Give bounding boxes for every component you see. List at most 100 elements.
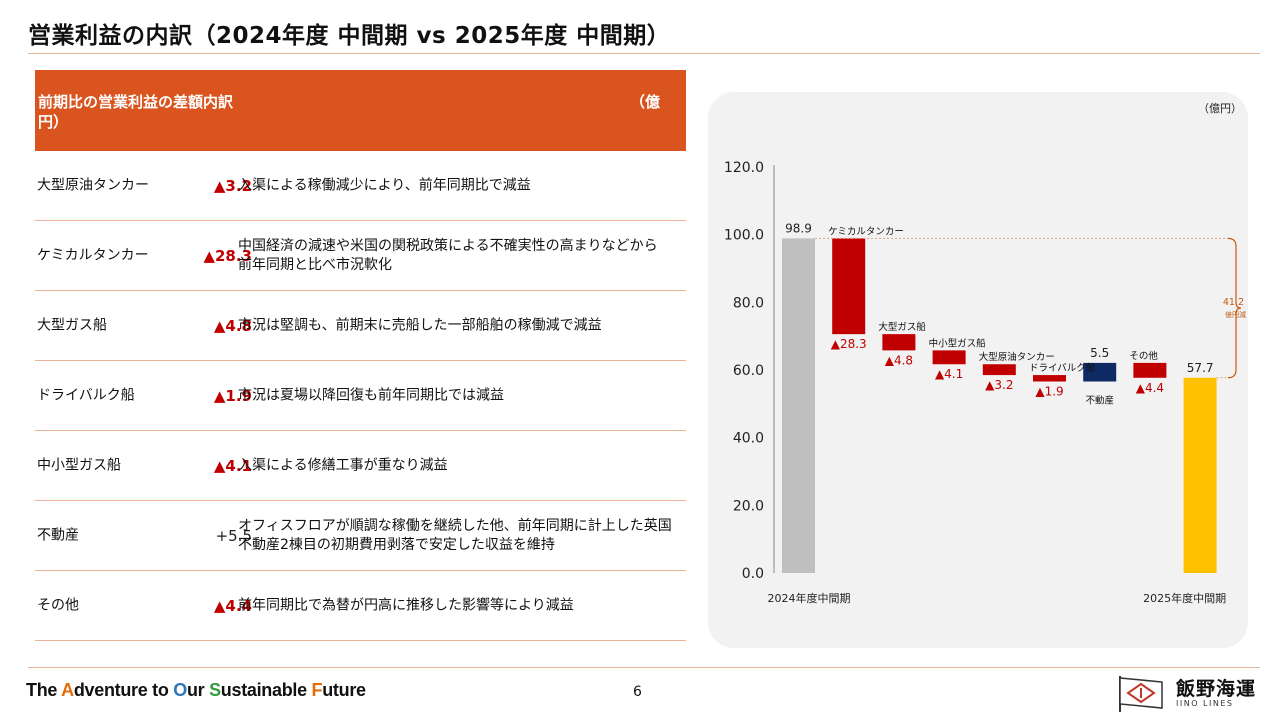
bar-value-label: ▲4.1 <box>935 367 963 381</box>
segment-description: 市況は堅調も、前期末に売船した一部船舶の稼働減で減益 <box>238 316 686 335</box>
table-row: 大型ガス船 ▲4.8 市況は堅調も、前期末に売船した一部船舶の稼働減で減益 <box>35 291 686 361</box>
tagline-part: ur <box>186 680 210 700</box>
footer-divider <box>28 667 1260 668</box>
segment-description: オフィスフロアが順調な稼働を継続した他、前年同期に計上した英国 不動産2棟目の初期… <box>238 517 686 555</box>
tagline-part: ustainable <box>220 680 312 700</box>
segment-change-value: ▲28.3 <box>203 246 252 265</box>
y-tick-label: 80.0 <box>733 295 764 311</box>
waterfall-bar <box>832 238 866 335</box>
tagline-part: A <box>61 680 74 700</box>
waterfall-bar <box>982 364 1016 376</box>
tagline-part: uture <box>322 680 366 700</box>
segment-change-value: ▲1.9 <box>213 386 252 405</box>
table-row: 不動産 +5.5 オフィスフロアが順調な稼働を継続した他、前年同期に計上した英国 不動… <box>35 501 686 571</box>
y-tick-label: 120.0 <box>724 160 764 176</box>
category-label: その他 <box>1129 350 1158 362</box>
description-line: 市況は夏場以降回復も前年同期比では減益 <box>238 387 504 403</box>
segment-name: ドライバルク船 <box>37 387 135 403</box>
category-label: 不動産 <box>1085 395 1114 407</box>
category-label: 中小型ガス船 <box>929 337 987 349</box>
segment-description: 入渠による稼働減少により、前年同期比で減益 <box>238 176 686 195</box>
page-number: 6 <box>633 684 642 700</box>
table-row: 大型原油タンカー ▲3.2 入渠による稼働減少により、前年同期比で減益 <box>35 151 686 221</box>
bracket-label: 億円減 <box>1225 310 1246 319</box>
x-tick-label: 2024年度中間期 <box>768 591 851 605</box>
segment-description: 中国経済の減速や米国の関税政策による不確実性の高まりなどから 前年同期と比べ市況軟… <box>238 237 686 275</box>
waterfall-bar <box>882 334 916 351</box>
segment-description: 市況は夏場以降回復も前年同期比では減益 <box>238 386 686 405</box>
segment-name: 中小型ガス船 <box>37 457 121 473</box>
title-divider <box>28 53 1260 54</box>
category-label: ケミカルタンカー <box>828 226 904 237</box>
tagline-part: F <box>311 680 323 700</box>
footer-tagline: The Adventure to Our Sustainable Future <box>26 680 366 701</box>
company-flag-icon <box>1119 676 1163 712</box>
segment-name: その他 <box>37 597 79 613</box>
waterfall-bar <box>1133 362 1167 378</box>
tagline-part: dventure to <box>73 680 174 700</box>
tagline-part: The <box>26 680 62 700</box>
bar-value-label: 5.5 <box>1090 346 1109 360</box>
description-line: 市況は堅調も、前期末に売船した一部船舶の稼働減で減益 <box>238 317 602 333</box>
category-label: ドライバルク船 <box>1029 362 1096 374</box>
segment-name: 大型ガス船 <box>37 317 107 333</box>
waterfall-bar <box>1033 375 1066 382</box>
table-row: ドライバルク船 ▲1.9 市況は夏場以降回復も前年同期比では減益 <box>35 361 686 431</box>
segment-change-value: ▲4.1 <box>213 456 252 475</box>
bar-value-label: ▲28.3 <box>831 337 867 351</box>
segment-change-value: ▲4.8 <box>213 316 252 335</box>
segment-description: 入渠による修繕工事が重なり減益 <box>238 456 686 475</box>
chart-panel: （億円） 0.0 20.0 40.0 60.0 80.0 100.0 120.0 98.9 ▲28… <box>708 92 1248 648</box>
y-tick-label: 60.0 <box>733 363 764 379</box>
chart-unit-label: （億円） <box>1198 102 1242 115</box>
segment-change-value: ▲4.4 <box>213 596 252 615</box>
bar-value-label: 57.7 <box>1187 361 1214 375</box>
y-tick-label: 0.0 <box>742 566 764 582</box>
bar-value-label: ▲3.2 <box>985 378 1013 392</box>
description-line: 中国経済の減速や米国の関税政策による不確実性の高まりなどから <box>238 237 658 254</box>
waterfall-bar <box>782 238 815 573</box>
company-name-en: IINO LINES <box>1176 699 1234 708</box>
company-logo: 飯野海運 IINO LINES <box>1116 674 1256 714</box>
table-body: 大型原油タンカー ▲3.2 入渠による稼働減少により、前年同期比で減益ケミカルタンカ… <box>35 151 686 641</box>
table-header-label: 前期比の営業利益の差額内訳 <box>38 93 234 111</box>
description-line: 不動産2棟目の初期費用剥落で安定した収益を維持 <box>238 536 555 553</box>
description-line: 入渠による修繕工事が重なり減益 <box>238 457 448 473</box>
segment-description: 前年同期比で為替が円高に推移した影響等により減益 <box>238 596 686 615</box>
tagline-part: S <box>209 680 221 700</box>
y-tick-label: 20.0 <box>733 498 764 514</box>
segment-name: ケミカルタンカー <box>37 247 149 263</box>
x-tick-label: 2025年度中間期 <box>1143 591 1226 605</box>
bar-value-label: ▲1.9 <box>1035 385 1063 399</box>
waterfall-chart: （億円） 0.0 20.0 40.0 60.0 80.0 100.0 120.0 98.9 ▲28… <box>724 102 1246 605</box>
bar-value-label: ▲4.8 <box>885 353 913 367</box>
segment-change-value: ▲3.2 <box>213 176 252 195</box>
table-row: 中小型ガス船 ▲4.1 入渠による修繕工事が重なり減益 <box>35 431 686 501</box>
difference-bracket <box>1227 237 1242 379</box>
table-row: ケミカルタンカー ▲28.3 中国経済の減速や米国の関税政策による不確実性の高まりな… <box>35 221 686 291</box>
bar-value-label: 98.9 <box>785 221 812 235</box>
segment-name: 大型原油タンカー <box>37 177 149 193</box>
company-name: 飯野海運 <box>1176 678 1257 700</box>
breakdown-table: 前期比の営業利益の差額内訳 （億 円） 大型原油タンカー ▲3.2 入渠による稼働減… <box>35 70 686 641</box>
y-tick-label: 100.0 <box>724 228 764 244</box>
page-title: 営業利益の内訳（2024年度 中間期 vs 2025年度 中間期） <box>28 23 671 49</box>
table-header-unit: （億 <box>629 93 660 111</box>
table-row: その他 ▲4.4 前年同期比で為替が円高に推移した影響等により減益 <box>35 571 686 641</box>
description-line: オフィスフロアが順調な稼働を継続した他、前年同期に計上した英国 <box>238 517 672 534</box>
description-line: 前年同期比で為替が円高に推移した影響等により減益 <box>238 597 574 613</box>
category-label: 大型原油タンカー <box>979 351 1055 363</box>
bracket-value: 41.2 <box>1223 297 1244 308</box>
description-line: 入渠による稼働減少により、前年同期比で減益 <box>238 177 531 193</box>
y-tick-label: 40.0 <box>733 431 764 447</box>
segment-change-value: +5.5 <box>215 526 252 545</box>
category-label: 大型ガス船 <box>878 321 926 333</box>
waterfall-bar <box>1083 362 1117 382</box>
table-header: 前期比の営業利益の差額内訳 （億 円） <box>35 70 686 151</box>
waterfall-bar <box>1183 377 1217 573</box>
table-header-unit-cont: 円） <box>38 113 69 131</box>
tagline-part: O <box>173 680 187 700</box>
bar-value-label: ▲4.4 <box>1136 381 1164 395</box>
waterfall-bar <box>932 350 966 365</box>
description-line: 前年同期と比べ市況軟化 <box>238 256 392 273</box>
